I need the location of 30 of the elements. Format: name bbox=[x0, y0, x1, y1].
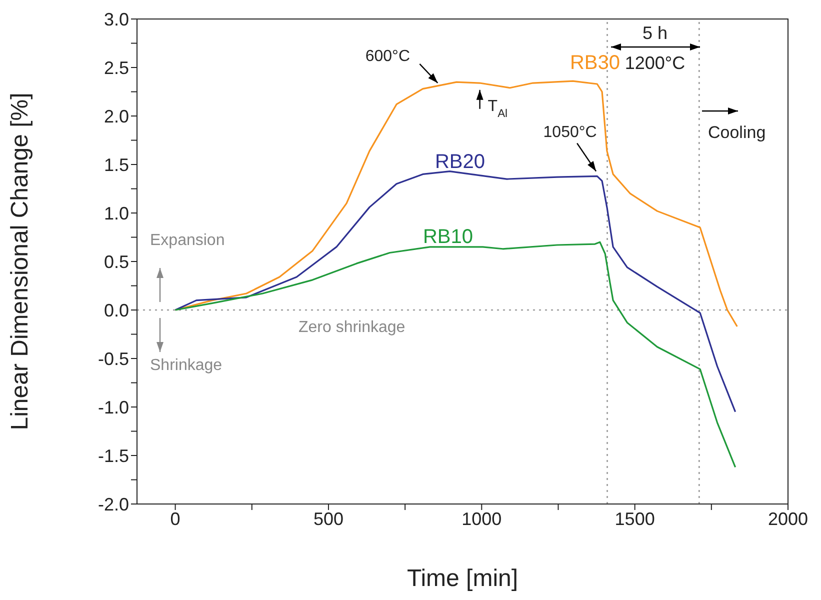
x-tick-label: 2000 bbox=[768, 508, 808, 529]
series-label: RB10 bbox=[422, 226, 474, 248]
y-tick-label: 1.5 bbox=[104, 154, 129, 175]
annotation: 1200°C bbox=[624, 53, 686, 73]
ref-line-label: Zero shrinkage bbox=[298, 319, 406, 336]
annotation: 5 h bbox=[642, 23, 668, 43]
y-axis-title: Linear Dimensional Change [%] bbox=[6, 92, 34, 430]
x-axis-title: Time [min] bbox=[406, 565, 518, 592]
series-label: RB30 bbox=[570, 52, 620, 74]
x-tick-label: 0 bbox=[170, 508, 180, 529]
annotation: 600°C bbox=[365, 48, 410, 65]
annotation: Cooling bbox=[708, 123, 766, 142]
y-tick-label: 0.5 bbox=[104, 252, 129, 272]
y-tick-label: -2.0 bbox=[98, 494, 129, 514]
y-tick-label: -1.5 bbox=[98, 446, 129, 466]
y-tick-label: 2.5 bbox=[104, 58, 129, 78]
annotation: Expansion bbox=[150, 232, 225, 249]
x-tick-label: 1500 bbox=[614, 508, 655, 529]
y-tick-label: -1.0 bbox=[98, 397, 129, 418]
series-label: RB20 bbox=[434, 151, 486, 173]
annotation: 1050°C bbox=[543, 124, 597, 142]
y-tick-label: 1.0 bbox=[104, 203, 129, 224]
y-tick-label: 2.0 bbox=[104, 106, 129, 126]
y-tick-label: 3.0 bbox=[104, 9, 129, 30]
annotation: Shrinkage bbox=[150, 357, 222, 374]
annotation: T$_{Al}$ bbox=[488, 98, 508, 120]
y-tick-label: -0.5 bbox=[98, 348, 129, 369]
y-tick-label: 0.0 bbox=[104, 300, 129, 320]
x-tick-label: 1000 bbox=[462, 508, 502, 529]
x-tick-label: 500 bbox=[313, 508, 344, 529]
